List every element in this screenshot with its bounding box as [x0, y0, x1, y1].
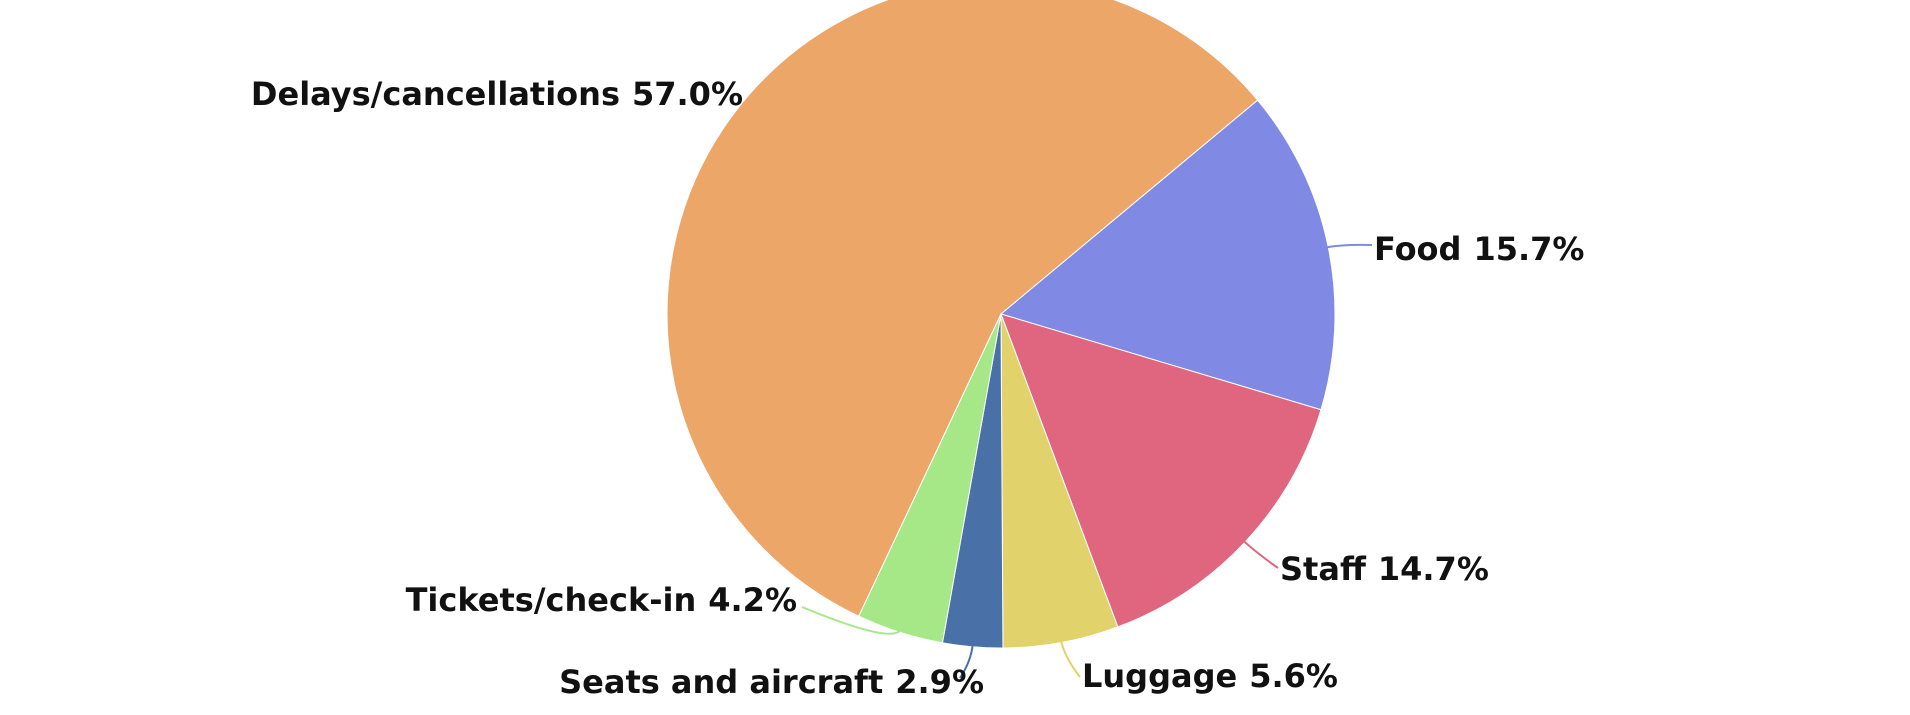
value-label: 14.7% — [1378, 550, 1489, 588]
value-label: 15.7% — [1473, 230, 1584, 268]
leader-line — [1059, 638, 1081, 678]
value-label: 2.9% — [895, 663, 984, 701]
slice-label: Delays/cancellations 57.0% — [251, 75, 743, 113]
slice-label: Staff 14.7% — [1280, 550, 1489, 588]
slice-label: Tickets/check-in 4.2% — [406, 581, 797, 619]
category-label: Seats and aircraft — [559, 663, 883, 701]
category-label: Tickets/check-in — [406, 581, 697, 619]
category-label: Delays/cancellations — [251, 75, 620, 113]
slice-label: Food 15.7% — [1374, 230, 1584, 268]
leader-line — [1324, 243, 1373, 249]
pie-slice — [858, 313, 1002, 644]
slice-label: Luggage 5.6% — [1082, 657, 1338, 695]
value-label: 57.0% — [632, 75, 743, 113]
value-label: 5.6% — [1249, 657, 1338, 695]
category-label: Staff — [1280, 550, 1367, 588]
leader-line — [959, 642, 974, 679]
value-label: 4.2% — [708, 581, 797, 619]
leader-line — [1241, 538, 1279, 569]
pie-slice — [666, 0, 1259, 617]
leader-line — [801, 606, 902, 635]
category-label: Luggage — [1082, 657, 1237, 695]
category-label: Food — [1374, 230, 1461, 268]
slice-label: Seats and aircraft 2.9% — [559, 663, 984, 701]
